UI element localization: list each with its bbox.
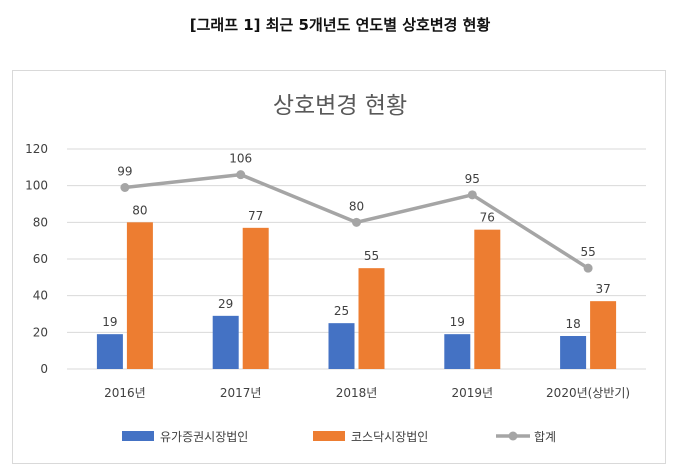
- bar-2: [474, 229, 501, 369]
- y-tick-label: 60: [33, 252, 48, 266]
- bar-2: [126, 222, 153, 369]
- y-tick-label: 0: [40, 362, 48, 376]
- total-point: [352, 217, 361, 227]
- legend-label: 합계: [534, 430, 556, 444]
- bar-value-label: 19: [450, 315, 465, 329]
- bar-2: [358, 268, 385, 369]
- bar-2: [590, 301, 617, 369]
- bar-1: [328, 323, 355, 369]
- chart-frame: [12, 70, 666, 464]
- bar-value-label: 37: [595, 282, 610, 296]
- chart-title: 상호변경 현황: [273, 93, 407, 119]
- bar-1: [444, 334, 471, 369]
- total-value-label: 55: [580, 245, 595, 259]
- page-caption: [그래프 1] 최근 5개년도 연도별 상호변경 현황: [189, 16, 491, 34]
- total-point: [236, 170, 246, 180]
- bar-value-label: 25: [334, 304, 349, 318]
- bar-1: [560, 336, 587, 369]
- total-value-label: 80: [349, 199, 364, 213]
- bar-value-label: 55: [364, 249, 379, 263]
- bar-value-label: 18: [565, 317, 580, 331]
- bar-1: [96, 334, 123, 369]
- total-point: [120, 183, 130, 192]
- bar-value-label: 19: [102, 315, 117, 329]
- x-tick-label: 2020년(상반기): [546, 386, 630, 400]
- x-tick-label: 2016년: [104, 386, 146, 400]
- y-tick-label: 20: [33, 325, 48, 339]
- bar-1: [212, 315, 239, 369]
- total-point: [467, 190, 477, 200]
- legend-swatch: [313, 431, 345, 441]
- total-value-label: 99: [117, 165, 132, 179]
- bar-value-label: 29: [218, 297, 233, 311]
- y-tick-label: 100: [25, 179, 48, 193]
- y-tick-label: 40: [33, 289, 48, 303]
- x-tick-label: 2018년: [336, 386, 378, 400]
- total-value-label: 95: [465, 172, 480, 186]
- y-tick-label: 120: [25, 142, 48, 156]
- legend-swatch: [122, 431, 154, 441]
- x-tick-label: 2017년: [220, 386, 262, 400]
- y-tick-label: 80: [33, 215, 48, 229]
- legend-label: 코스닥시장법인: [351, 430, 428, 444]
- legend-swatch-marker: [508, 431, 518, 441]
- total-value-label: 106: [229, 152, 252, 166]
- x-tick-label: 2019년: [452, 386, 494, 400]
- bar-2: [242, 227, 269, 369]
- bar-value-label: 77: [248, 209, 263, 223]
- legend-label: 유가증권시장법인: [160, 430, 248, 444]
- bar-value-label: 80: [132, 203, 147, 217]
- total-point: [583, 263, 593, 273]
- bar-value-label: 76: [480, 211, 495, 225]
